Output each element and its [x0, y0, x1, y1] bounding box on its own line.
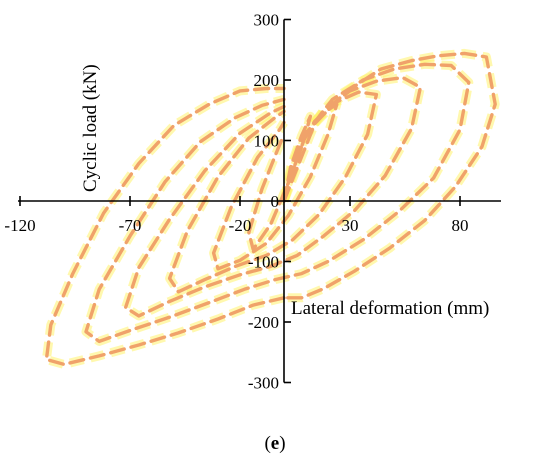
x-tick-label: -120 — [4, 216, 35, 235]
y-tick-label: 300 — [254, 11, 280, 30]
y-tick-label: -200 — [248, 313, 279, 332]
y-tick-label: -100 — [248, 253, 279, 272]
series-line-5 — [167, 90, 379, 294]
series-line-2 — [44, 86, 286, 367]
y-tick-label: 100 — [254, 132, 280, 151]
series-line-4 — [123, 75, 423, 318]
series-line-6 — [211, 102, 339, 271]
x-tick-label: 80 — [452, 216, 469, 235]
tick-layer: -120 -70 -20 30 80 -300 -200 -100 0 100 200 300 — [4, 11, 468, 393]
x-tick-label: 30 — [342, 216, 359, 235]
y-tick-label: 0 — [271, 192, 280, 211]
series-line-7 — [247, 114, 313, 252]
panel-label: (e) — [264, 433, 285, 454]
x-tick-label: -20 — [229, 216, 252, 235]
series-layer — [44, 51, 497, 367]
x-axis-label: Lateral deformation (mm) — [291, 298, 489, 319]
y-tick-label: -300 — [248, 374, 279, 393]
x-tick-label: -70 — [119, 216, 142, 235]
y-axis-label: Cyclic load (kN) — [80, 64, 101, 192]
series-line-3 — [84, 62, 471, 344]
y-tick-label: 200 — [254, 71, 280, 90]
